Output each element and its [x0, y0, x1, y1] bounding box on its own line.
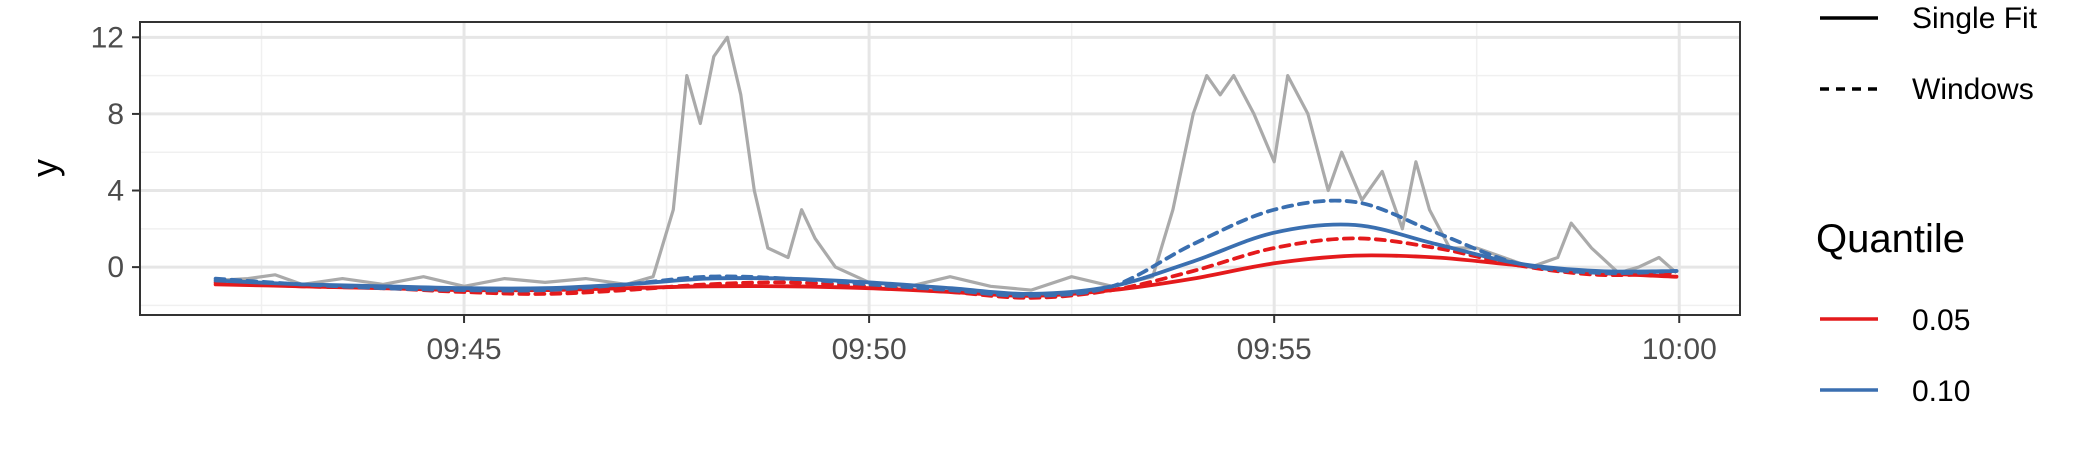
- y-tick-label: 0: [107, 251, 124, 284]
- y-tick-label: 4: [107, 175, 124, 208]
- x-tick-label: 09:55: [1237, 333, 1312, 366]
- x-tick-label: 09:50: [832, 333, 907, 366]
- x-tick-label: 10:00: [1642, 333, 1717, 366]
- legend-title-quantile: Quantile: [1816, 217, 1965, 261]
- series-line-q0-10-windows: [213, 198, 1679, 298]
- series-layer: [213, 198, 1679, 300]
- y-tick-label: 12: [91, 21, 124, 54]
- y-tick-label: 8: [107, 98, 124, 131]
- grid-major: [140, 22, 1740, 315]
- legend-label-quantile-0-05: 0.05: [1912, 304, 1970, 337]
- legend-label-windows: Windows: [1912, 73, 2034, 106]
- plot-panel: [140, 22, 1740, 315]
- grid-minor: [140, 22, 1740, 315]
- y-axis: 0 4 8 12: [91, 21, 140, 284]
- legend-label-quantile-0-10: 0.10: [1912, 375, 1970, 408]
- plot-border: [139, 21, 1741, 316]
- legend-linetype: Single Fit Windows: [1820, 2, 2038, 106]
- legend-quantile: Quantile 0.05 0.10: [1816, 217, 1970, 408]
- x-tick-label: 09:45: [427, 333, 502, 366]
- y-axis-title: y: [24, 159, 65, 177]
- legend-label-single-fit: Single Fit: [1912, 2, 2038, 35]
- x-axis: 09:45 09:50 09:55 10:00: [427, 315, 1717, 366]
